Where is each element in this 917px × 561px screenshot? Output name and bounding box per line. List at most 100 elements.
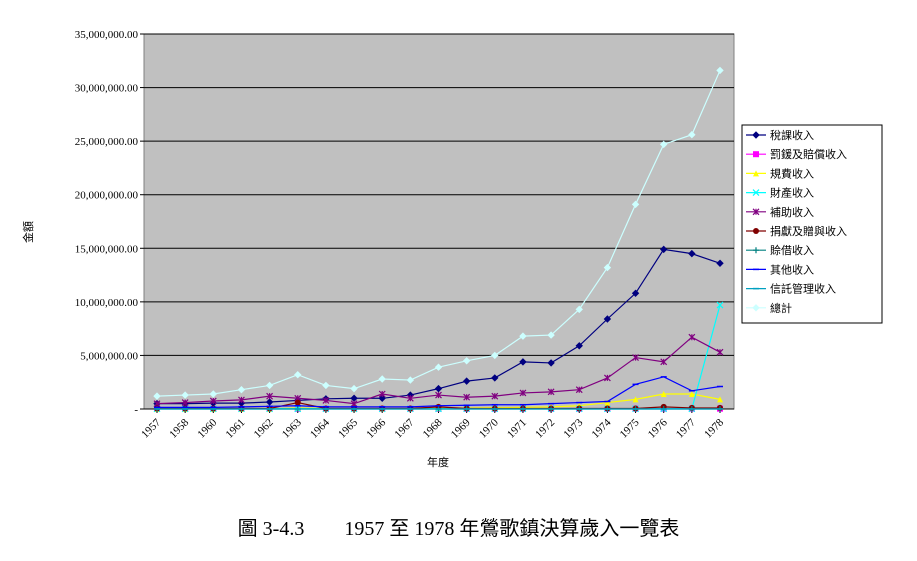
data-point	[322, 381, 330, 390]
data-point	[688, 249, 696, 258]
x-tick-label: 1958	[167, 416, 191, 440]
data-point	[350, 384, 358, 393]
data-point	[631, 200, 640, 209]
data-point	[547, 331, 555, 339]
data-point	[547, 359, 555, 367]
data-point	[575, 386, 583, 394]
data-point	[378, 390, 386, 398]
y-tick-label: 5,000,000.00	[80, 350, 138, 362]
data-point	[688, 333, 696, 341]
data-point	[717, 396, 723, 403]
legend-label: 財產收入	[770, 186, 814, 200]
legend-label: 規費收入	[770, 166, 814, 180]
data-point	[462, 377, 471, 385]
x-tick-label: 1977	[674, 416, 698, 440]
x-tick-label: 1967	[392, 416, 416, 440]
data-point	[491, 374, 499, 382]
data-point	[603, 315, 612, 323]
data-point	[575, 342, 583, 350]
gridlines	[140, 33, 734, 410]
data-point	[294, 399, 301, 406]
data-point	[753, 170, 759, 177]
y-axis-label: 金額	[21, 221, 35, 243]
y-tick-label: 35,000,000.00	[75, 29, 139, 41]
data-point	[752, 189, 760, 197]
y-tick-label: 25,000,000.00	[75, 136, 139, 148]
x-tick-label: 1963	[280, 416, 304, 440]
y-tick-label: 20,000,000.00	[75, 190, 139, 202]
data-point	[716, 301, 724, 309]
data-point	[632, 396, 639, 403]
data-point	[660, 358, 668, 366]
figure-caption: 圖 3-4.3 1957 至 1978 年鶯歌鎮決算歲入一覽表	[237, 518, 680, 540]
legend-item: 規費收入	[746, 166, 814, 180]
legend-label: 信託管理收入	[770, 282, 836, 296]
x-axis-label: 年度	[427, 455, 449, 469]
x-tick-label: 1971	[505, 417, 529, 441]
data-point	[575, 305, 583, 314]
data-point	[716, 66, 724, 75]
x-tick-label: 1957	[139, 416, 163, 440]
series-5	[153, 333, 724, 408]
data-point	[752, 131, 760, 139]
data-point	[462, 357, 471, 365]
data-point	[491, 392, 499, 400]
legend-item: 賒借收入	[746, 243, 814, 257]
y-tick-label: 10,000,000.00	[75, 297, 139, 309]
data-point	[632, 354, 639, 361]
x-tick-label: 1966	[364, 416, 388, 440]
x-tick-label: 1975	[618, 416, 642, 440]
plot-area	[143, 33, 735, 410]
data-point	[265, 381, 274, 390]
data-point	[753, 151, 759, 158]
data-point	[406, 376, 415, 384]
data-point	[688, 391, 695, 397]
x-tick-label: 1961	[224, 417, 248, 441]
x-tick-label: 1968	[421, 416, 445, 440]
legend-label: 罰鍰及賠償收入	[770, 147, 847, 161]
x-tick-label: 1976	[646, 416, 670, 440]
legend-label: 捐獻及贈與收入	[770, 224, 847, 238]
series-layer	[153, 66, 724, 413]
data-point	[322, 397, 330, 404]
data-point	[406, 394, 414, 402]
x-tick-label: 1974	[589, 416, 613, 440]
data-point	[753, 228, 759, 234]
x-tick-label: 1965	[336, 416, 360, 440]
data-point	[463, 393, 471, 401]
legend-item: 稅課收入	[746, 128, 814, 142]
legend-label: 總計	[770, 301, 792, 315]
y-tick-label: 15,000,000.00	[75, 243, 139, 255]
legend-label: 其他收入	[770, 262, 814, 276]
data-point	[752, 208, 760, 216]
legend-item: 總計	[746, 301, 792, 315]
x-tick-label: 1969	[449, 416, 473, 440]
legend-item: 捐獻及贈與收入	[746, 224, 847, 238]
legend-label: 賒借收入	[770, 243, 814, 257]
legend-label: 補助收入	[770, 205, 814, 219]
data-point	[519, 389, 527, 397]
data-point	[753, 247, 759, 254]
x-tick-label: 1962	[252, 417, 276, 441]
data-point	[378, 375, 386, 383]
series-8	[154, 376, 723, 409]
legend: 稅課收入罰鍰及賠償收入規費收入財產收入補助收入捐獻及贈與收入賒借收入其他收入信託…	[741, 124, 883, 324]
data-point	[716, 259, 724, 267]
x-tick-label: 1973	[561, 416, 585, 440]
data-point	[181, 391, 189, 399]
series-10	[153, 66, 724, 400]
x-axis-ticks: 1957 1958 1960 1961 1962 1963 1964 1965 1966 1967…	[139, 409, 726, 441]
data-point	[434, 363, 443, 371]
legend-box	[741, 124, 883, 324]
data-point	[491, 351, 499, 360]
legend-item: 補助收入	[746, 205, 814, 219]
x-tick-label: 1964	[308, 416, 332, 440]
data-point	[752, 304, 760, 312]
data-point	[294, 371, 302, 379]
data-point	[153, 392, 161, 400]
data-point	[265, 398, 274, 406]
data-point	[688, 131, 696, 139]
data-point	[209, 397, 217, 405]
data-point	[659, 140, 668, 149]
